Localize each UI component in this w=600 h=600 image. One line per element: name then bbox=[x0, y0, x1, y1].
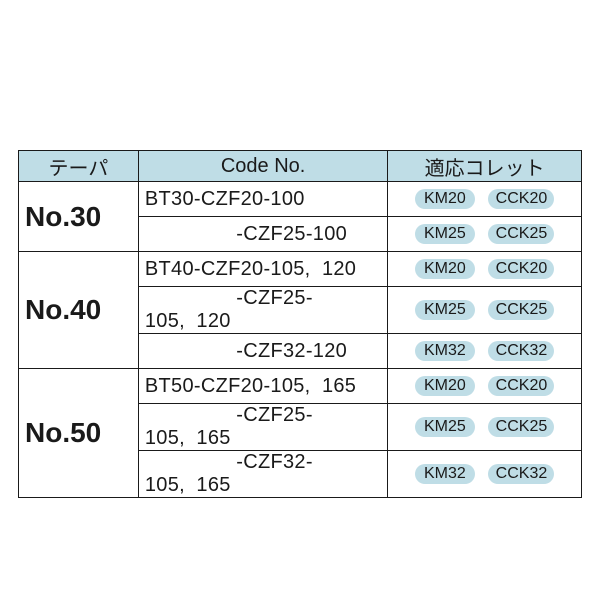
code-cell: -CZF32-120 bbox=[138, 334, 388, 369]
table-row: No.50 BT50-CZF20-105, 165 KM20 CCK20 bbox=[19, 369, 582, 404]
taper-label: No.40 bbox=[25, 294, 101, 326]
table-row: No.40 BT40-CZF20-105, 120 KM20 CCK20 bbox=[19, 252, 582, 287]
taper-cell-30: No.30 bbox=[19, 182, 139, 252]
code-text: -CZF32-120 bbox=[145, 340, 347, 362]
badge-km: KM25 bbox=[415, 300, 475, 320]
badge-cck: CCK25 bbox=[488, 224, 554, 244]
code-text: BT40-CZF20-105, 120 bbox=[145, 258, 356, 280]
badge-km: KM32 bbox=[415, 464, 475, 484]
taper-cell-40: No.40 bbox=[19, 252, 139, 369]
code-cell: BT30-CZF20-100 bbox=[138, 182, 388, 217]
table-header-row: テーパ Code No. 適応コレット bbox=[19, 151, 582, 182]
code-cell: -CZF25-105, 120 bbox=[138, 287, 388, 334]
badge-km: KM20 bbox=[415, 259, 475, 279]
code-text: BT30-CZF20-100 bbox=[145, 188, 305, 210]
code-text: -CZF25-105, 120 bbox=[145, 287, 313, 332]
taper-cell-50: No.50 bbox=[19, 369, 139, 498]
code-cell: -CZF32-105, 165 bbox=[138, 451, 388, 498]
collet-cell: KM20 CCK20 bbox=[388, 369, 582, 404]
page: テーパ Code No. 適応コレット No.30 BT30-CZF20-100… bbox=[0, 0, 600, 600]
badge-cck: CCK20 bbox=[488, 376, 554, 396]
collet-cell: KM32 CCK32 bbox=[388, 451, 582, 498]
spec-table-wrapper: テーパ Code No. 適応コレット No.30 BT30-CZF20-100… bbox=[18, 150, 582, 498]
badge-cck: CCK32 bbox=[488, 464, 554, 484]
code-text: -CZF25-105, 165 bbox=[145, 404, 313, 449]
collet-cell: KM25 CCK25 bbox=[388, 287, 582, 334]
collet-cell: KM20 CCK20 bbox=[388, 182, 582, 217]
col-header-collet: 適応コレット bbox=[388, 151, 582, 182]
badge-km: KM25 bbox=[415, 417, 475, 437]
spec-table: テーパ Code No. 適応コレット No.30 BT30-CZF20-100… bbox=[18, 150, 582, 498]
collet-cell: KM25 CCK25 bbox=[388, 217, 582, 252]
code-cell: BT50-CZF20-105, 165 bbox=[138, 369, 388, 404]
table-row: No.30 BT30-CZF20-100 KM20 CCK20 bbox=[19, 182, 582, 217]
badge-km: KM20 bbox=[415, 376, 475, 396]
badge-km: KM20 bbox=[415, 189, 475, 209]
code-text: -CZF32-105, 165 bbox=[145, 451, 313, 496]
badge-cck: CCK32 bbox=[488, 341, 554, 361]
badge-cck: CCK25 bbox=[488, 300, 554, 320]
badge-km: KM32 bbox=[415, 341, 475, 361]
code-cell: BT40-CZF20-105, 120 bbox=[138, 252, 388, 287]
collet-cell: KM32 CCK32 bbox=[388, 334, 582, 369]
code-cell: -CZF25-105, 165 bbox=[138, 404, 388, 451]
col-header-code: Code No. bbox=[138, 151, 388, 182]
taper-label: No.50 bbox=[25, 417, 101, 449]
badge-cck: CCK25 bbox=[488, 417, 554, 437]
collet-cell: KM20 CCK20 bbox=[388, 252, 582, 287]
code-text: BT50-CZF20-105, 165 bbox=[145, 375, 356, 397]
col-header-taper: テーパ bbox=[19, 151, 139, 182]
badge-cck: CCK20 bbox=[488, 259, 554, 279]
code-cell: -CZF25-100 bbox=[138, 217, 388, 252]
badge-cck: CCK20 bbox=[488, 189, 554, 209]
badge-km: KM25 bbox=[415, 224, 475, 244]
taper-label: No.30 bbox=[25, 201, 101, 233]
code-text: -CZF25-100 bbox=[145, 223, 347, 245]
collet-cell: KM25 CCK25 bbox=[388, 404, 582, 451]
